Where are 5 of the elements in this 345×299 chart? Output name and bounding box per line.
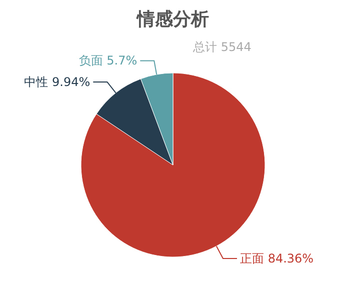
slice-label: 负面 5.7% bbox=[78, 54, 138, 68]
slice-label: 正面 84.36% bbox=[240, 251, 314, 266]
chart-subtitle: 总计 5544 bbox=[192, 40, 252, 54]
slice-label: 中性 9.94% bbox=[24, 74, 90, 89]
chart-title: 情感分析 bbox=[136, 9, 209, 30]
